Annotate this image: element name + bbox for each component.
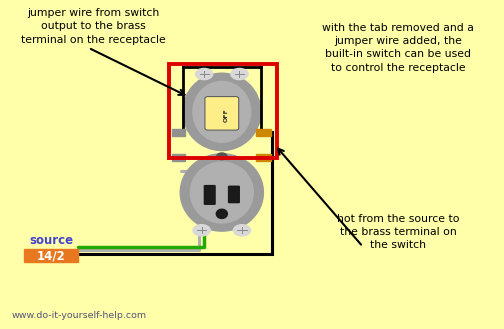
Bar	[169, 64, 277, 158]
FancyBboxPatch shape	[205, 97, 239, 130]
FancyBboxPatch shape	[204, 185, 216, 205]
Ellipse shape	[193, 81, 251, 142]
Circle shape	[193, 225, 210, 236]
Circle shape	[196, 68, 213, 80]
FancyBboxPatch shape	[228, 186, 240, 203]
Ellipse shape	[180, 154, 264, 231]
Ellipse shape	[191, 162, 254, 223]
Ellipse shape	[183, 73, 261, 150]
Bar	[24, 249, 78, 262]
Text: with the tab removed and a
jumper wire added, the
built-in switch can be used
to: with the tab removed and a jumper wire a…	[322, 23, 474, 73]
Circle shape	[217, 153, 227, 160]
Text: source: source	[29, 234, 73, 247]
Circle shape	[231, 68, 248, 80]
Text: OFF: OFF	[223, 108, 228, 122]
Text: www.do-it-yourself-help.com: www.do-it-yourself-help.com	[11, 311, 146, 320]
Bar	[256, 154, 271, 161]
Text: jumper wire from switch
output to the brass
terminal on the receptacle: jumper wire from switch output to the br…	[21, 8, 166, 45]
Bar	[256, 129, 271, 136]
Text: 14/2: 14/2	[37, 249, 66, 262]
Text: hot from the source to
the brass terminal on
the switch: hot from the source to the brass termina…	[337, 214, 460, 250]
Bar	[172, 154, 185, 161]
Circle shape	[233, 225, 250, 236]
Ellipse shape	[216, 209, 227, 218]
Bar	[172, 129, 185, 136]
